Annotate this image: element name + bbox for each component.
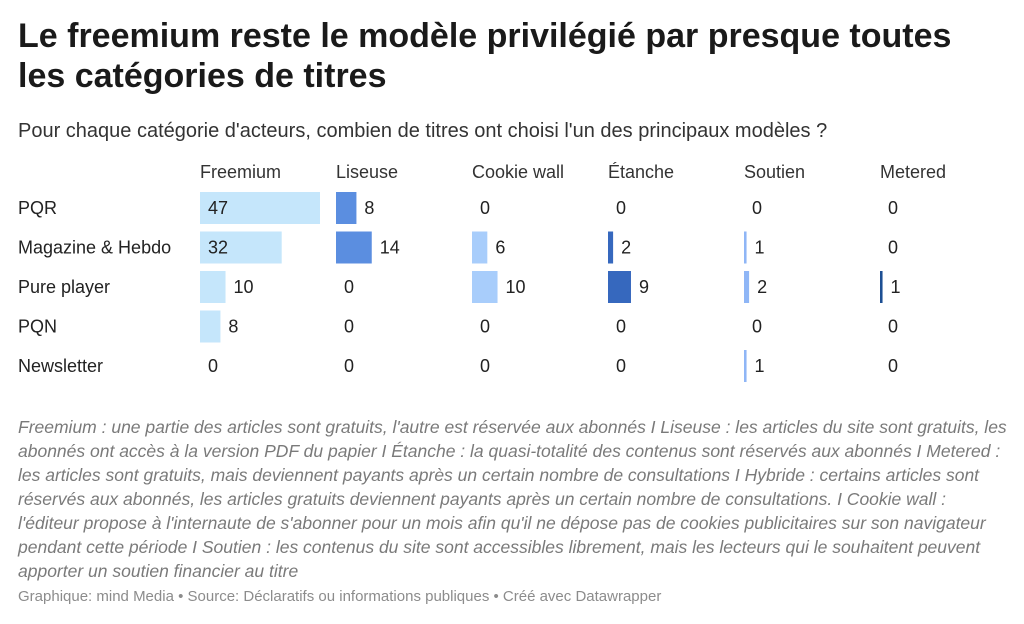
value-label-cookie-wall-pure-player: 10 [506, 277, 526, 297]
source-footer: Graphique: mind Media • Source: Déclarat… [18, 588, 662, 605]
row-label-pure-player: Pure player [18, 277, 110, 297]
bar-freemium-magazine-hebdo [200, 231, 282, 264]
value-label-metered-pure-player: 1 [891, 277, 901, 297]
value-label-freemium-magazine-hebdo: 32 [208, 238, 228, 258]
value-label-metered-pqr: 0 [888, 198, 898, 218]
row-label-magazine-hebdo: Magazine & Hebdo [18, 238, 171, 258]
bar-freemium-pqr [200, 192, 320, 224]
bar-metered-pure-player [880, 271, 883, 303]
value-label-freemium-pure-player: 10 [234, 277, 254, 297]
column-header-metered: Metered [880, 162, 946, 182]
definitions-note: Freemium : une partie des articles sont … [18, 417, 1007, 581]
value-label-liseuse-pqn: 0 [344, 317, 354, 337]
column-header-liseuse: Liseuse [336, 162, 398, 182]
bar-soutien-pure-player [744, 271, 750, 303]
value-label-metered-magazine-hebdo: 0 [888, 238, 898, 258]
bar-cookie-wall-pure-player [472, 271, 498, 303]
row-label-pqn: PQN [18, 317, 57, 337]
value-label-cookie-wall-pqr: 0 [480, 198, 490, 218]
value-label-liseuse-pqr: 8 [364, 198, 374, 218]
value-label-etanche-pure-player: 9 [639, 277, 649, 297]
bar-liseuse-magazine-hebdo [336, 231, 372, 264]
bar-chart: Freemium Liseuse Cookie wall Étanche Soutien… [18, 162, 946, 382]
value-label-liseuse-pure-player: 0 [344, 277, 354, 297]
value-label-freemium-newsletter: 0 [208, 356, 218, 376]
bar-etanche-pure-player [608, 271, 631, 303]
bar-soutien-newsletter [744, 350, 747, 382]
value-label-soutien-pqr: 0 [752, 198, 762, 218]
column-header-soutien: Soutien [744, 162, 805, 182]
chart-subtitle: Pour chaque catégorie d'acteurs, combien… [18, 120, 828, 142]
value-label-soutien-newsletter: 1 [755, 356, 765, 376]
bar-etanche-magazine-hebdo [608, 231, 614, 264]
row-label-pqr: PQR [18, 198, 57, 218]
bar-freemium-pure-player [200, 271, 226, 303]
value-label-soutien-pqn: 0 [752, 317, 762, 337]
value-label-liseuse-newsletter: 0 [344, 356, 354, 376]
bar-cookie-wall-magazine-hebdo [472, 231, 488, 264]
value-label-metered-pqn: 0 [888, 317, 898, 337]
value-label-metered-newsletter: 0 [888, 356, 898, 376]
value-label-cookie-wall-magazine-hebdo: 6 [495, 238, 505, 258]
value-label-cookie-wall-pqn: 0 [480, 317, 490, 337]
bar-soutien-magazine-hebdo [744, 231, 747, 264]
chart-title: Le freemium reste le modèle privilégié p… [18, 17, 952, 95]
bar-liseuse-pqr [336, 192, 357, 224]
value-label-etanche-pqr: 0 [616, 198, 626, 218]
column-header-etanche: Étanche [608, 162, 674, 182]
column-header-freemium: Freemium [200, 162, 281, 182]
value-label-soutien-magazine-hebdo: 1 [755, 238, 765, 258]
value-label-etanche-newsletter: 0 [616, 356, 626, 376]
row-label-newsletter: Newsletter [18, 356, 103, 376]
value-label-cookie-wall-newsletter: 0 [480, 356, 490, 376]
value-label-etanche-pqn: 0 [616, 317, 626, 337]
value-label-freemium-pqn: 8 [228, 317, 238, 337]
value-label-soutien-pure-player: 2 [757, 277, 767, 297]
value-label-etanche-magazine-hebdo: 2 [621, 238, 631, 258]
value-label-liseuse-magazine-hebdo: 14 [380, 238, 400, 258]
bar-freemium-pqn [200, 310, 221, 343]
column-header-cookie-wall: Cookie wall [472, 162, 564, 182]
value-label-freemium-pqr: 47 [208, 198, 228, 218]
